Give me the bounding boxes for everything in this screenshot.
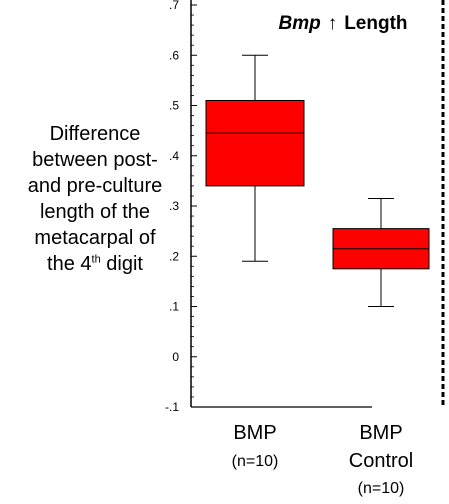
up-arrow-icon: ↑	[328, 13, 338, 34]
y-axis-label-line: metacarpal of	[34, 227, 156, 249]
y-tick-label: .1	[169, 300, 179, 314]
y-axis-label: Difference between post- and pre-culture…	[4, 121, 186, 277]
sample-size-label: (n=10)	[232, 453, 279, 470]
chart-title: Bmp ↑ Length	[278, 13, 407, 34]
y-axis-label-line: length of the	[39, 201, 151, 223]
y-tick-label: 0	[172, 350, 179, 364]
y-tick-label: .6	[169, 48, 179, 62]
y-axis-label-line-last: the 4th digit	[4, 251, 186, 277]
y-axis-label-text: digit	[100, 253, 143, 275]
y-axis-label-text: the 4	[47, 253, 92, 275]
y-axis-label-line: and pre-culture	[27, 175, 163, 197]
category-label-line2: Control	[349, 450, 413, 472]
category-label: BMP	[359, 422, 402, 444]
box-layer	[205, 54, 430, 307]
label-layer: .7 .6 .5 .4 .3 .2 .1 0 -.1 BMP (n=10) BMP Control (n=…	[165, 0, 413, 497]
y-axis-label-line: between post-	[32, 149, 158, 171]
y-tick-label: .5	[169, 99, 179, 113]
chart-title-gene: Bmp	[278, 13, 320, 34]
y-tick-label: -.1	[165, 400, 179, 414]
axis-layer	[190, 0, 445, 408]
category-label: BMP	[233, 422, 276, 444]
chart-title-text: Length	[344, 13, 407, 34]
y-tick-label: .2	[169, 249, 179, 263]
y-axis-label-line: Difference	[49, 123, 141, 145]
box	[205, 99, 305, 187]
y-tick-label: .3	[169, 199, 179, 213]
y-axis-label-superscript: th	[91, 253, 101, 266]
y-tick-label: .4	[169, 149, 179, 163]
y-tick-label: .7	[169, 0, 179, 12]
sample-size-label: (n=10)	[358, 480, 405, 497]
